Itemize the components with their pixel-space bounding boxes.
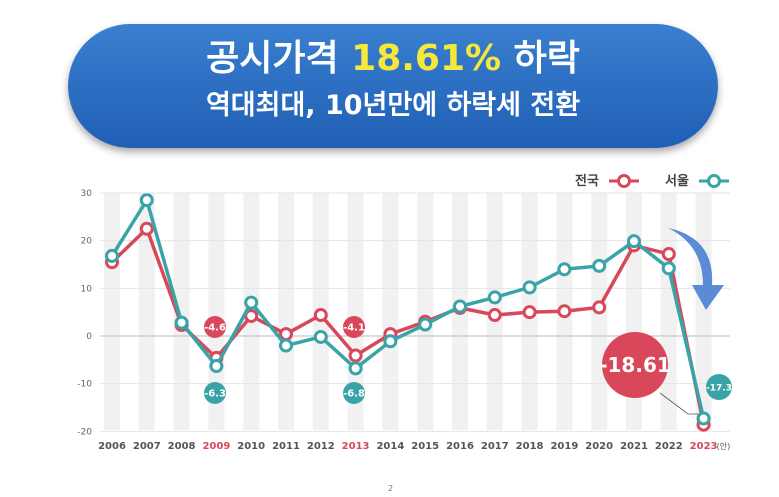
x-tick-label: 2008 [168, 441, 196, 452]
data-point [487, 308, 502, 323]
value-badge [602, 332, 668, 398]
x-tick-label: 2016 [446, 441, 474, 452]
x-tick-suffix: (안) [717, 441, 731, 451]
data-point [661, 261, 676, 276]
value-badge [204, 316, 226, 338]
y-tick-label: -20 [77, 427, 92, 437]
x-tick-label: 2006 [98, 441, 126, 452]
page-number: 2 [388, 484, 394, 493]
data-point [348, 361, 363, 376]
headline-highlight: 18.61% [351, 38, 502, 79]
value-badge-label: -6.3 [204, 389, 226, 400]
subheadline: 역대최대, 10년만에 하락세 전환 [205, 90, 581, 121]
y-tick-label: 0 [86, 332, 92, 342]
title-banner: 공시가격 18.61% 하락 역대최대, 10년만에 하락세 전환 [68, 24, 718, 148]
x-tick-label: 2010 [237, 441, 265, 452]
x-tick-label: 2015 [411, 441, 439, 452]
data-point [557, 262, 572, 277]
value-badge-label: -18.61 [599, 353, 671, 377]
data-point [348, 348, 363, 363]
data-point [244, 295, 259, 310]
background-bar [382, 193, 399, 430]
legend-marker [707, 174, 721, 188]
value-badge [204, 382, 226, 404]
value-badge [343, 382, 365, 404]
x-tick-label: 2019 [550, 441, 578, 452]
y-tick-label: 20 [81, 237, 93, 247]
background-bar [417, 193, 434, 430]
data-point [557, 304, 572, 319]
x-tick-label: 2014 [376, 441, 404, 452]
data-point [174, 315, 189, 330]
data-point [279, 338, 293, 353]
background-bar [278, 193, 294, 430]
data-point [592, 258, 607, 273]
x-tick-label: 2017 [481, 441, 509, 452]
value-badge-label: -4.6 [204, 323, 226, 334]
data-point [661, 247, 676, 262]
data-point [279, 327, 293, 342]
headline: 공시가격 18.61% 하락 [68, 36, 718, 82]
data-point [383, 334, 398, 349]
x-tick-label: 2022 [655, 441, 683, 452]
background-bar [138, 193, 155, 430]
background-bar [173, 193, 190, 430]
x-tick-label: 2011 [272, 441, 300, 452]
x-tick-label: 2013 [342, 441, 370, 452]
x-tick-label: 2012 [307, 441, 335, 452]
y-tick-label: 30 [81, 189, 93, 199]
value-badge [343, 316, 365, 338]
series-line-전국 [110, 227, 706, 426]
x-tick-label: 2009 [202, 441, 230, 452]
data-point [209, 359, 224, 374]
down-arrow-icon [668, 228, 724, 310]
value-badge-label: -17.3 [706, 384, 732, 394]
background-bar [104, 193, 120, 430]
background-bar [660, 193, 677, 430]
headline-pre: 공시가격 [206, 38, 352, 79]
data-point [696, 411, 711, 426]
data-point [522, 305, 537, 320]
value-badge-label: -4.1 [343, 323, 365, 334]
y-tick-label: 10 [81, 284, 93, 294]
data-point [627, 234, 641, 249]
data-point [313, 308, 328, 323]
value-badge [706, 374, 732, 400]
x-tick-label: 2023 [690, 441, 718, 452]
legend-label: 서울 [665, 173, 689, 189]
data-point [418, 317, 433, 332]
legend-label: 전국 [575, 173, 599, 189]
series-line-서울 [110, 198, 706, 419]
y-tick-label: -10 [77, 380, 92, 390]
value-badge-label: -6.8 [343, 389, 365, 400]
x-tick-label: 2021 [620, 441, 648, 452]
x-tick-label: 2018 [516, 441, 544, 452]
data-point [592, 300, 607, 315]
data-point [487, 290, 502, 305]
data-point [105, 248, 119, 263]
data-point [139, 193, 154, 208]
x-tick-label: 2007 [133, 441, 161, 452]
data-point [139, 221, 154, 236]
annotation-leader-line [659, 392, 700, 415]
legend-marker [617, 174, 631, 188]
headline-post: 하락 [501, 38, 580, 79]
x-tick-label: 2020 [585, 441, 613, 452]
data-point [522, 280, 537, 295]
data-point [453, 299, 467, 314]
data-point [313, 329, 328, 344]
